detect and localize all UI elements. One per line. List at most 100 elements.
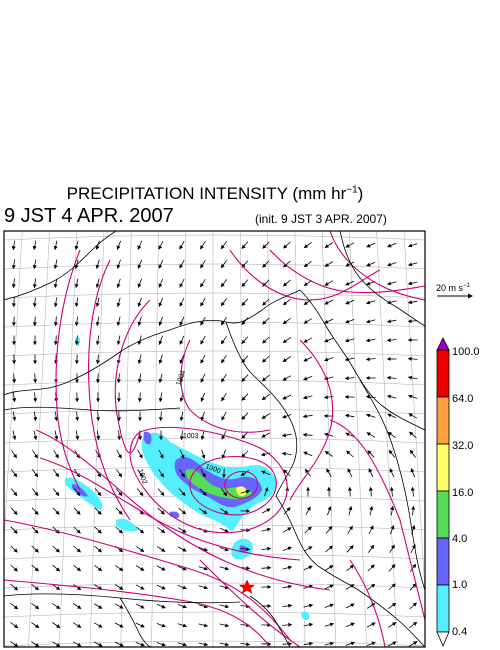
wind-arrow — [177, 642, 188, 647]
isobar-label: 1004 — [175, 370, 187, 387]
wind-arrow — [74, 316, 79, 327]
wind-arrow — [324, 242, 334, 248]
wind-arrow — [323, 357, 334, 362]
wind-arrow — [32, 259, 37, 270]
wind-arrow — [177, 623, 188, 628]
wind-arrow — [347, 525, 353, 535]
wind-arrow — [261, 470, 271, 476]
wind-arrow — [198, 604, 209, 609]
wind-arrow — [365, 357, 376, 362]
wind-arrow — [93, 641, 103, 647]
wind-arrow — [136, 546, 145, 553]
wind-arrow — [345, 641, 356, 646]
wind-arrow — [409, 583, 417, 591]
wind-arrow — [53, 335, 58, 346]
wind-arrow — [73, 526, 81, 534]
wind-arrow — [347, 486, 352, 497]
wind-arrow — [240, 489, 251, 494]
wind-arrow — [116, 469, 123, 478]
wind-arrow — [240, 642, 251, 647]
wind-arrow — [324, 299, 334, 305]
wind-arrow — [52, 583, 61, 591]
wind-arrow — [52, 488, 60, 497]
wind-arrow — [302, 395, 313, 400]
wind-arrow — [115, 488, 123, 497]
grid-line — [120, 231, 132, 647]
wind-arrow — [10, 545, 18, 553]
grid-line — [4, 611, 425, 618]
wind-arrow — [261, 393, 270, 401]
wind-arrow — [411, 505, 416, 516]
wind-arrow — [31, 622, 40, 629]
wind-arrow — [158, 411, 163, 422]
wind-vectors — [10, 240, 418, 647]
wind-arrow — [302, 432, 313, 437]
wind-arrow — [302, 414, 313, 419]
wind-arrow — [241, 374, 249, 382]
isobar-labels: 1003 1000 1002 1004 — [136, 370, 221, 486]
wind-arrow — [389, 468, 395, 478]
wind-arrow — [158, 240, 164, 250]
wind-arrow — [114, 622, 124, 628]
wind-arrow — [261, 374, 270, 382]
wind-arrow — [157, 488, 165, 497]
colorbar-tick-label: 1.0 — [452, 579, 468, 591]
grid-line — [349, 231, 367, 647]
wind-arrow — [54, 430, 59, 441]
wind-arrow — [95, 354, 100, 365]
wind-arrow — [53, 449, 59, 459]
wind-arrow — [241, 393, 249, 401]
wind-arrow — [200, 259, 206, 269]
wind-arrow — [221, 411, 227, 421]
isobars — [4, 231, 425, 647]
grid-line — [4, 437, 425, 444]
wind-arrow — [116, 278, 121, 289]
wind-arrow — [115, 565, 124, 572]
wind-arrow — [220, 317, 227, 326]
wind-arrow — [303, 375, 313, 381]
wind-arrow — [31, 488, 39, 497]
wind-arrow — [53, 278, 58, 289]
wind-arrow — [282, 527, 292, 533]
wind-arrow — [367, 544, 375, 553]
wind-arrow — [240, 566, 251, 571]
grid-line — [28, 231, 50, 647]
wind-arrow — [12, 430, 17, 441]
wind-arrow — [53, 240, 58, 251]
wind-arrow — [407, 300, 418, 305]
wind-arrow — [345, 584, 355, 590]
wind-arrow — [221, 488, 228, 497]
wind-arrow — [221, 355, 227, 364]
wind-arrow — [157, 526, 166, 534]
wind-arrow — [137, 469, 143, 478]
wind-arrow — [366, 641, 376, 647]
wind-arrow — [53, 259, 58, 270]
wind-arrow — [346, 564, 355, 572]
wind-arrow — [221, 449, 226, 459]
wind-arrow — [74, 297, 79, 308]
colorbar-tick-label: 100.0 — [452, 346, 480, 358]
wind-arrow — [303, 451, 313, 457]
wind-arrow — [32, 316, 37, 327]
wind-arrow — [283, 507, 291, 515]
wind-arrow — [219, 547, 229, 552]
grid-line — [4, 292, 425, 299]
wind-arrow — [114, 584, 124, 590]
wind-arrow — [158, 354, 163, 365]
wind-arrow — [282, 356, 292, 362]
wind-arrow — [179, 411, 184, 422]
wind-arrow — [72, 622, 82, 628]
wind-arrow — [136, 526, 145, 534]
wind-arrow — [10, 641, 19, 647]
wind-arrow — [52, 564, 61, 572]
wind-arrow — [388, 449, 396, 458]
wind-arrow — [200, 278, 206, 288]
wind-arrow — [241, 279, 249, 288]
wind-arrow — [158, 297, 164, 307]
wind-arrow — [388, 563, 396, 572]
wind-arrow — [282, 317, 291, 325]
wind-arrow — [241, 336, 249, 344]
wind-arrow — [366, 622, 376, 628]
colorbar — [436, 337, 450, 648]
valid-time: 9 JST 4 APR. 2007 — [4, 205, 174, 227]
